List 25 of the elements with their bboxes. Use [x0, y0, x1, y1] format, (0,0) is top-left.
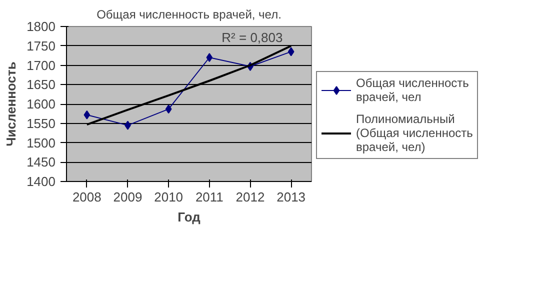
- x-tick-label: 2010: [154, 190, 184, 204]
- x-axis-title: Год: [178, 210, 202, 224]
- x-tick-label: 2009: [113, 190, 142, 204]
- y-tick-label: 1550: [26, 116, 56, 131]
- x-tick-label: 2012: [236, 190, 265, 204]
- y-axis-title: Численность: [4, 62, 19, 146]
- y-tick-label: 1500: [26, 135, 56, 150]
- y-tick-label: 1600: [26, 96, 56, 112]
- point: [84, 110, 90, 120]
- chart-title: Общая численность врачей, чел.: [96, 8, 282, 22]
- annotation: R² = 0,803: [222, 30, 283, 46]
- x-tick-label: 2008: [72, 190, 102, 204]
- point: [165, 104, 172, 114]
- y-tick-label: 1750: [26, 38, 56, 54]
- y-tick-label: 1400: [26, 174, 56, 189]
- point: [288, 47, 294, 56]
- y-tick-label: 1650: [26, 77, 56, 92]
- point: [206, 53, 213, 62]
- legend-label: Полиномиальный (Общая численность врачей, чел): [356, 112, 473, 154]
- x-tick-label: 2011: [195, 190, 224, 204]
- legend-label: Общая численность врачей, чел: [356, 76, 469, 104]
- y-tick-label: 1800: [26, 19, 56, 34]
- y-tick-label: 1700: [26, 58, 56, 73]
- y-tick-label: 1450: [26, 154, 56, 170]
- x-tick-label: 2013: [276, 190, 306, 204]
